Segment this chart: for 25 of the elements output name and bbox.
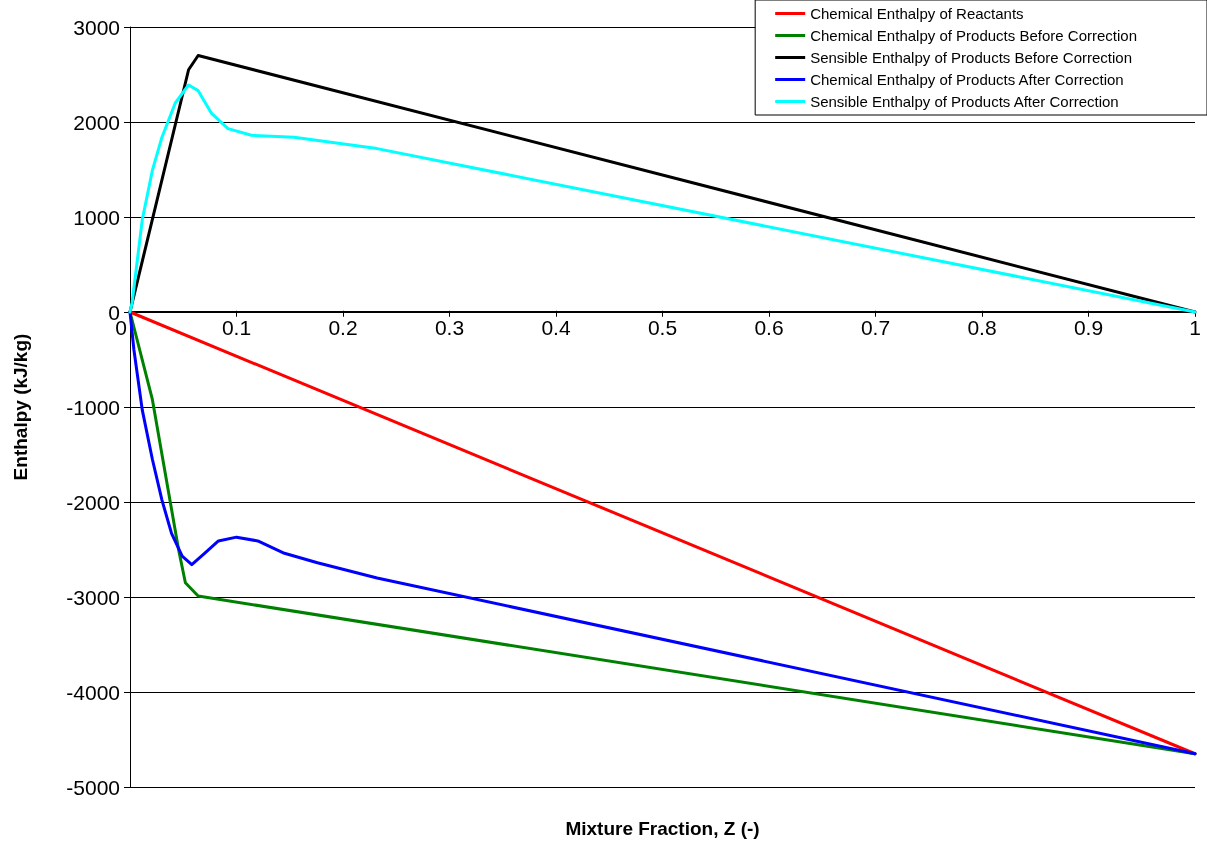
y-tick-label: -3000	[66, 585, 120, 609]
x-tick-label: 0.2	[328, 315, 358, 339]
y-tick-label: -1000	[66, 395, 120, 419]
x-tick-label: 0.7	[860, 315, 891, 339]
legend-label: Sensible Enthalpy of Products Before Correction	[810, 49, 1133, 66]
y-tick-label: 2000	[73, 110, 120, 134]
legend-label: Chemical Enthalpy of Products After Correction	[810, 71, 1124, 88]
x-tick-label: 0.9	[1073, 315, 1104, 339]
legend-label: Sensible Enthalpy of Products After Correction	[810, 93, 1119, 110]
x-tick-label: 0.4	[541, 315, 571, 339]
legend-label: Chemical Enthalpy of Products Before Correction	[810, 27, 1138, 44]
x-tick-label: 0.1	[221, 315, 252, 339]
y-tick-label: -5000	[66, 775, 120, 799]
y-tick-label: -2000	[66, 490, 120, 514]
legend-label: Chemical Enthalpy of Reactants	[810, 5, 1024, 22]
x-tick-label: 0.3	[434, 315, 465, 339]
y-axis-title: Enthalpy (kJ/kg)	[10, 333, 31, 481]
x-tick-label: 1	[1189, 315, 1201, 339]
x-tick-label: 0.8	[967, 315, 997, 339]
y-tick-label: 3000	[73, 15, 120, 39]
y-tick-label: 1000	[73, 205, 120, 229]
x-tick-label: 0.5	[647, 315, 678, 339]
x-axis-title: Mixture Fraction, Z (-)	[565, 818, 760, 839]
x-tick-label: 0.6	[754, 315, 784, 339]
y-tick-label: -4000	[66, 680, 120, 704]
